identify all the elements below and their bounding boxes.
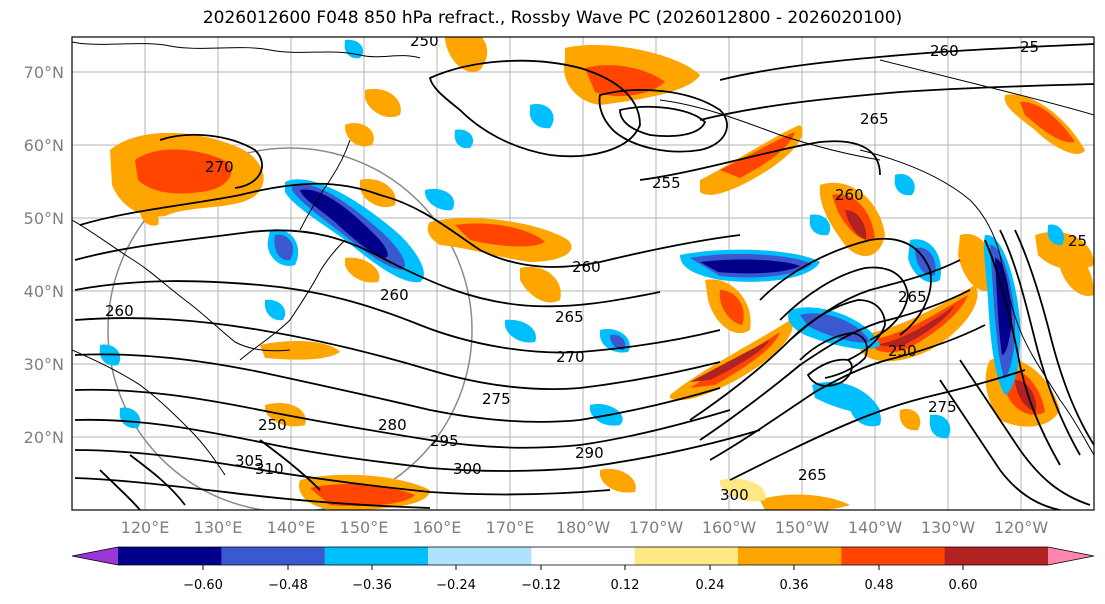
contour-label: 265 [860, 110, 889, 128]
colorbar-tick-label: −0.60 [183, 578, 223, 593]
contour-label: 260 [105, 302, 134, 320]
latitude-axis: 70°N 60°N 50°N 40°N 30°N 20°N [24, 63, 64, 447]
colorbar-segment [841, 547, 946, 565]
colorbar-segment [634, 547, 739, 565]
highlight-circle [107, 147, 473, 510]
lon-label: 120°E [121, 518, 170, 537]
colorbar-outline [71, 546, 1095, 566]
anomaly-fields [99, 37, 1094, 510]
contour-label: 260 [380, 286, 409, 304]
contour-label: 260 [930, 42, 959, 60]
contour-label: 260 [572, 258, 601, 276]
contour-label: 260 [835, 186, 864, 204]
lon-label: 170°W [629, 518, 684, 537]
lon-label: 130°E [194, 518, 243, 537]
contour-label: 25 [1068, 232, 1087, 250]
lat-label: 60°N [24, 136, 64, 155]
contour-label: 290 [575, 444, 604, 462]
lon-label: 150°E [340, 518, 389, 537]
colorbar-tick-label: 0.12 [611, 578, 640, 593]
contour-label: 275 [482, 390, 511, 408]
lon-label: 180°W [556, 518, 611, 537]
coastlines [72, 41, 1094, 476]
colorbar-tick-label: −0.24 [436, 578, 476, 593]
contour-label: 295 [430, 432, 459, 450]
colorbar-tick-label: 0.36 [780, 578, 809, 593]
lon-label: 120°W [994, 518, 1049, 537]
contour-label: 250 [258, 416, 287, 434]
colorbar: −0.60 −0.48 −0.36 −0.24 −0.12 0.12 0.24 … [71, 546, 1095, 593]
map-panel[interactable]: 250 260 265 255 270 265 260 260 260 270 … [71, 24, 1095, 512]
contour-label: 250 [888, 342, 917, 360]
map-title: 2026012600 F048 850 hPa refract., Rossby… [202, 8, 903, 28]
contour-label: 280 [378, 416, 407, 434]
lon-label: 130°W [921, 518, 976, 537]
colorbar-tick-label: 0.48 [865, 578, 894, 593]
contour-label: 305 [235, 452, 264, 470]
colorbar-tick-labels: −0.60 −0.48 −0.36 −0.24 −0.12 0.12 0.24 … [183, 578, 977, 593]
lat-label: 40°N [24, 282, 64, 301]
colorbar-tick-label: −0.12 [521, 578, 561, 593]
colorbar-segment [944, 547, 1049, 565]
contour-label: 310 [255, 460, 284, 478]
colorbar-segment [738, 547, 842, 565]
contour-label-group: 250 260 265 255 270 265 260 260 260 270 … [105, 32, 1087, 504]
lon-label: 140°E [267, 518, 316, 537]
contour-label: 250 [410, 32, 439, 50]
lon-label: 160°E [413, 518, 462, 537]
contour-lines [74, 43, 1094, 510]
contour-label: 270 [556, 348, 585, 366]
contour-label: 300 [720, 486, 749, 504]
colorbar-segment [531, 547, 636, 565]
lon-label: 140°W [848, 518, 903, 537]
lat-label: 30°N [24, 355, 64, 374]
colorbar-extend-low [72, 547, 118, 565]
lat-label: 20°N [24, 428, 64, 447]
contour-label: 255 [652, 174, 681, 192]
map-frame [71, 36, 1095, 511]
lon-label: 170°E [486, 518, 535, 537]
contour-label: 265 [555, 308, 584, 326]
colorbar-segment [221, 547, 326, 565]
colorbar-segment [324, 547, 429, 565]
colorbar-tick-label: 0.60 [949, 578, 978, 593]
colorbar-ticks [202, 565, 964, 570]
contour-label: 265 [798, 466, 827, 484]
colorbar-tick-label: 0.24 [696, 578, 725, 593]
contour-label: 270 [205, 158, 234, 176]
lon-label: 160°W [702, 518, 757, 537]
lat-label: 70°N [24, 63, 64, 82]
colorbar-segment [428, 547, 532, 565]
lat-label: 50°N [24, 209, 64, 228]
colorbar-tick-label: −0.36 [352, 578, 392, 593]
contour-label: 300 [453, 460, 482, 478]
contour-label: 265 [898, 288, 927, 306]
colorbar-tick-label: −0.48 [268, 578, 308, 593]
contour-label: 275 [928, 398, 957, 416]
longitude-axis: 120°E 130°E 140°E 150°E 160°E 170°E 180°… [121, 518, 1049, 537]
colorbar-extend-high [1048, 547, 1094, 565]
lon-label: 150°W [775, 518, 830, 537]
contour-label: 25 [1020, 38, 1039, 56]
colorbar-segment [118, 547, 222, 565]
